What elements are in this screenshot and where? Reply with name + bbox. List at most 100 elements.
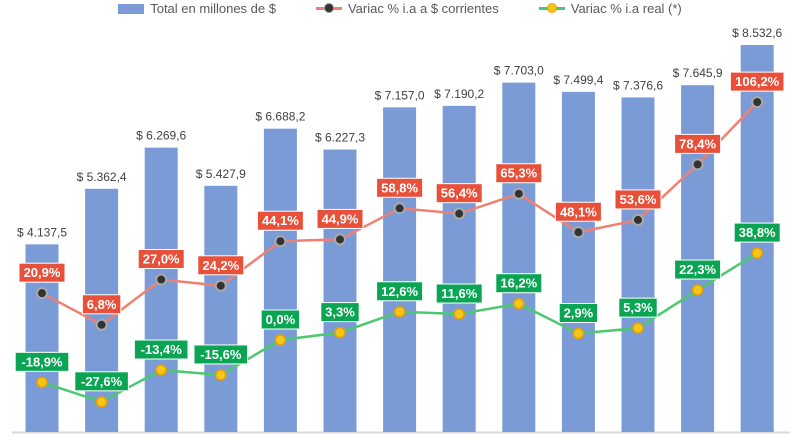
- data-point: [572, 327, 585, 340]
- data-label: -15,6%: [200, 347, 242, 362]
- data-label-box: [729, 71, 785, 92]
- bar-value-label: $ 7.645,9: [673, 66, 723, 80]
- data-label-box: [376, 281, 424, 302]
- data-label-box: [193, 344, 249, 365]
- data-point: [334, 326, 346, 339]
- data-label: 48,1%: [560, 204, 597, 219]
- data-label: 6,8%: [87, 297, 117, 312]
- data-label: 22,3%: [679, 262, 716, 277]
- data-point: [36, 287, 48, 300]
- data-label-box: [316, 208, 364, 229]
- bar: [442, 105, 476, 433]
- bar: [621, 97, 655, 432]
- data-label: 27,0%: [143, 252, 180, 267]
- data-label-box: [260, 309, 301, 330]
- bar: [561, 91, 595, 432]
- legend-item-total: Total en millones de $: [118, 1, 276, 16]
- bar-value-label: $ 6.227,3: [315, 131, 365, 145]
- data-label-box: [435, 183, 483, 204]
- data-point: [453, 308, 465, 320]
- data-label-box: [435, 283, 483, 304]
- data-label-box: [14, 351, 70, 372]
- data-label: 78,4%: [679, 136, 716, 151]
- legend: Total en millones de $ Variac % i.a a $ …: [0, 1, 800, 16]
- data-point: [95, 396, 108, 408]
- data-point: [334, 233, 346, 246]
- data-label-box: [614, 189, 662, 210]
- data-label-box: [320, 302, 360, 323]
- bar-value-label: $ 7.190,2: [434, 87, 484, 101]
- data-label-box: [558, 303, 599, 324]
- data-label-box: [133, 339, 189, 360]
- data-point: [512, 187, 525, 200]
- legend-swatch-line: [315, 3, 342, 13]
- data-label-box: [74, 371, 129, 392]
- data-label-box: [81, 294, 122, 315]
- data-label: 11,6%: [441, 286, 478, 301]
- data-label-box: [674, 259, 722, 280]
- legend-swatch-bar: [118, 3, 145, 14]
- data-point: [691, 158, 704, 171]
- data-point: [274, 235, 287, 248]
- bar: [323, 149, 357, 433]
- data-label-box: [197, 255, 245, 276]
- data-label: 44,9%: [322, 211, 359, 226]
- data-label: 58,8%: [381, 180, 418, 195]
- bar-value-label: $ 6.688,2: [255, 110, 305, 124]
- data-point: [274, 334, 287, 346]
- data-point: [215, 369, 227, 381]
- data-label-box: [733, 222, 781, 243]
- data-label-box: [554, 201, 602, 222]
- data-label-box: [376, 177, 424, 198]
- data-point: [691, 284, 704, 296]
- bar-value-label: $ 7.499,4: [553, 73, 603, 87]
- data-label: 53,6%: [620, 192, 657, 207]
- data-label-box: [18, 262, 66, 283]
- bar-value-label: $ 7.376,6: [613, 78, 663, 92]
- data-label: -27,6%: [81, 374, 123, 389]
- data-label: 16,2%: [500, 276, 537, 291]
- data-point: [36, 376, 48, 389]
- data-point: [513, 297, 525, 310]
- legend-label: Variac % i.a a $ corrientes: [347, 1, 499, 16]
- data-label-box: [495, 273, 543, 294]
- data-label: 56,4%: [441, 186, 478, 201]
- bar-value-label: $ 7.157,0: [375, 88, 425, 102]
- data-point: [155, 364, 167, 376]
- data-label-box: [495, 163, 543, 184]
- data-point: [214, 279, 227, 292]
- legend-item-real: Variac % i.a real (*): [538, 1, 682, 16]
- bar-value-label: $ 5.362,4: [77, 170, 127, 184]
- data-label: 3,3%: [325, 305, 355, 320]
- legend-swatch-line: [538, 3, 565, 13]
- data-label: 12,6%: [381, 284, 418, 299]
- bar: [263, 128, 297, 432]
- data-label-box: [674, 133, 722, 154]
- data-point: [393, 202, 406, 215]
- data-point: [632, 322, 644, 334]
- data-label: 106,2%: [735, 74, 780, 89]
- data-point: [751, 247, 763, 259]
- data-label: 44,1%: [262, 213, 299, 228]
- bar-value-label: $ 5.427,9: [196, 167, 246, 181]
- bar-value-label: $ 4.137,5: [17, 225, 67, 239]
- data-label: 0,0%: [266, 312, 296, 327]
- bar-value-label: $ 8.532,6: [732, 26, 782, 40]
- data-label-box: [137, 249, 185, 270]
- bar: [383, 107, 417, 433]
- data-label-box: [256, 210, 304, 231]
- data-point: [95, 318, 108, 331]
- bar-value-label: $ 7.703,0: [494, 64, 544, 78]
- data-label-box: [618, 297, 658, 318]
- legend-label: Variac % i.a real (*): [570, 1, 682, 16]
- bar: [204, 185, 238, 432]
- data-point: [632, 213, 644, 226]
- data-label: -18,9%: [21, 354, 63, 369]
- data-point: [572, 226, 585, 239]
- legend-label: Total en millones de $: [150, 1, 276, 16]
- bar: [144, 147, 178, 432]
- legend-item-corrientes: Variac % i.a a $ corrientes: [315, 1, 499, 16]
- data-label: 2,9%: [564, 306, 594, 321]
- data-label: 5,3%: [623, 300, 653, 315]
